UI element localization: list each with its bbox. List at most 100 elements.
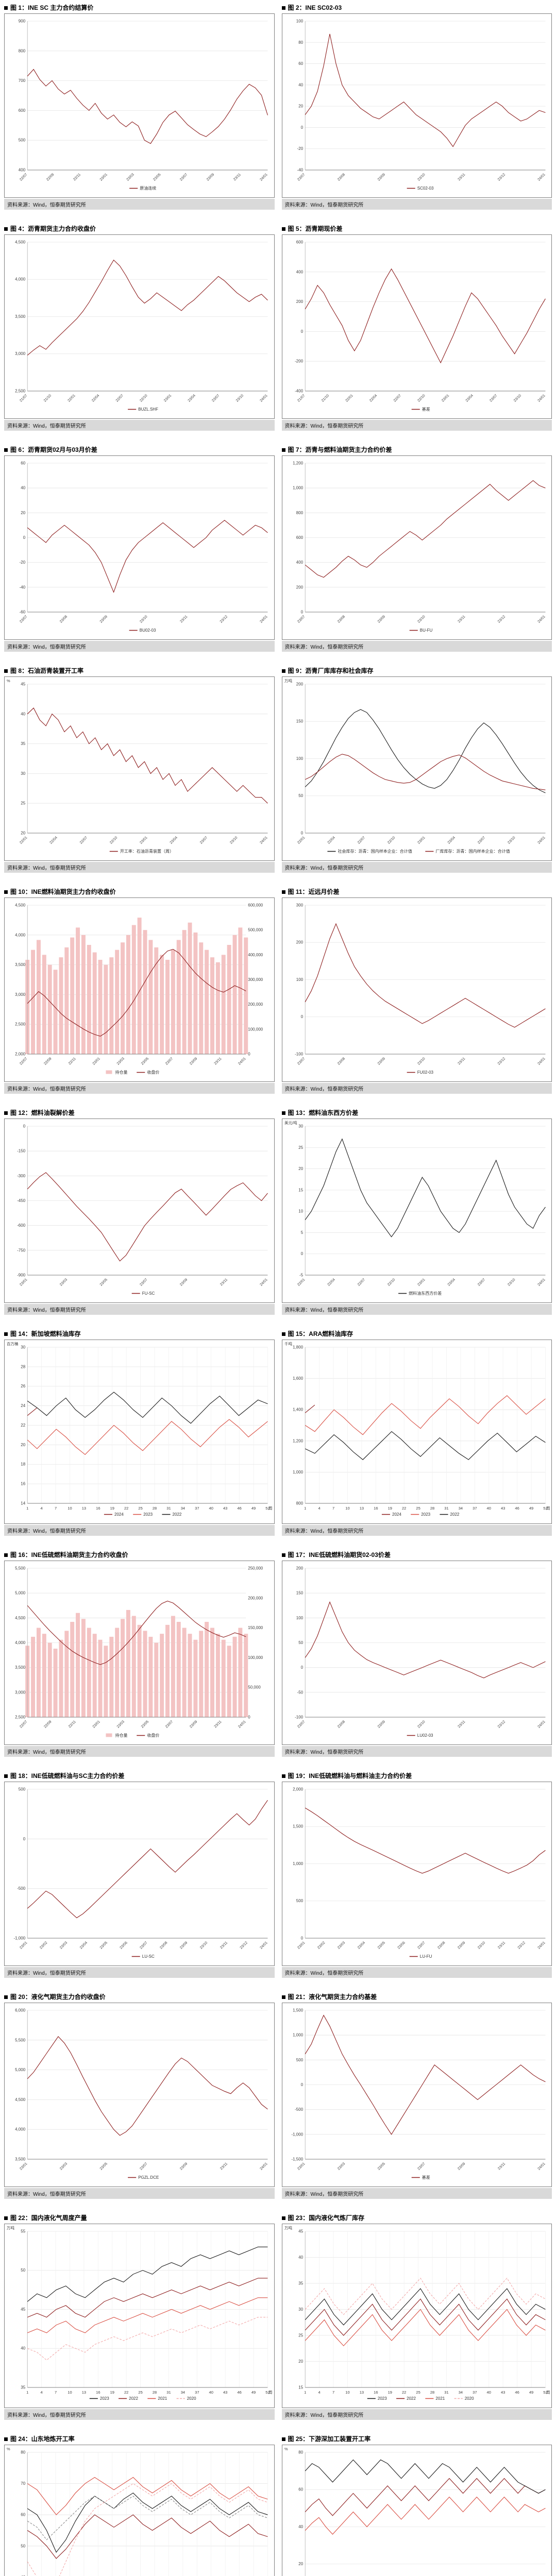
svg-text:30: 30 (21, 1345, 25, 1350)
svg-text:1,000: 1,000 (293, 1861, 304, 1866)
svg-text:23/10: 23/10 (513, 394, 521, 402)
chart-area: -40 -20 0 20 40 60 80 100 23/07 23/08 23/09 23/10 23… (281, 13, 552, 198)
svg-text:周: 周 (546, 2390, 550, 2395)
chart-row: 图 16：INE低硫燃料油期货主力合约收盘价 2,500 3,000 3,500 4,… (4, 1551, 552, 1757)
figure-title: 图 18：INE低硫燃料油与SC主力合约价差 (10, 1772, 125, 1780)
svg-text:16: 16 (21, 1482, 25, 1486)
chart-panel: 图 1：INE SC 主力合约结算价 400 500 600 700 800 900 22/… (4, 4, 275, 210)
svg-text:LU-SC: LU-SC (142, 1954, 155, 1959)
svg-text:燃料油东西方价差: 燃料油东西方价差 (409, 1291, 442, 1296)
svg-text:23/03: 23/03 (59, 2162, 68, 2171)
chart-canvas: -60 -40 -20 0 20 40 60 23/07 23/08 23/09 23/10 23/1… (19, 461, 268, 633)
svg-text:600,000: 600,000 (248, 903, 263, 908)
chart-panel: 图 23：国内液化气炼厂库存 15 20 25 30 35 40 45 1 4 7 10 13 16 19… (281, 2214, 552, 2420)
svg-text:-100: -100 (295, 1052, 304, 1057)
svg-text:200,000: 200,000 (248, 1002, 263, 1007)
svg-text:400: 400 (296, 269, 303, 274)
chart-area: 0 50 100 150 200 22/01 22/04 22/07 22/10 23/01 23/… (281, 676, 552, 861)
chart-canvas: 2,500 3,000 3,500 4,000 4,500 5,000 5,500 22/07… (15, 1566, 263, 1738)
title-bullet-icon (281, 1774, 285, 1778)
svg-text:200: 200 (296, 299, 303, 304)
svg-text:-40: -40 (297, 168, 303, 173)
svg-text:22/09: 22/09 (43, 1057, 52, 1065)
svg-text:23/12: 23/12 (240, 1941, 248, 1950)
svg-text:24/01: 24/01 (259, 836, 268, 844)
svg-text:37: 37 (473, 1506, 477, 1511)
svg-text:1,200: 1,200 (293, 461, 304, 466)
svg-text:0: 0 (23, 1837, 26, 1841)
svg-text:22/04: 22/04 (49, 836, 58, 844)
figure-title-row: 图 20：液化气期货主力合约收盘价 (4, 1993, 275, 2001)
svg-text:BU-FU: BU-FU (419, 628, 432, 633)
svg-text:23/03: 23/03 (336, 1941, 345, 1950)
chart-canvas: 02040608019/0920/0120/0520/0921/0121/052… (284, 2447, 546, 2576)
chart-panel: 图 14：新加坡燃料油库存 14 16 18 20 22 24 26 28 30 1 4 7 10 13 1… (4, 1330, 275, 1536)
svg-text:收盘价: 收盘价 (147, 1070, 159, 1075)
figure-title: 图 5：沥青期现价差 (288, 225, 343, 232)
svg-text:16: 16 (96, 2390, 100, 2395)
title-bullet-icon (4, 669, 8, 673)
svg-text:1,000: 1,000 (293, 1470, 304, 1475)
figure-title: 图 10：INE燃料油期货主力合约收盘价 (10, 888, 116, 895)
svg-text:23/09: 23/09 (457, 2162, 466, 2171)
svg-text:23/09: 23/09 (457, 1941, 466, 1950)
title-bullet-icon (4, 227, 8, 231)
svg-text:23/09: 23/09 (377, 173, 385, 181)
svg-text:0: 0 (300, 1936, 303, 1941)
chart-row: 图 6：沥青期货02月与03月价差 -60 -40 -20 0 20 40 60 23/07 2… (4, 446, 552, 652)
svg-text:1,000: 1,000 (293, 486, 304, 490)
svg-text:21/10: 21/10 (321, 394, 329, 402)
svg-text:400,000: 400,000 (248, 953, 263, 957)
svg-text:150: 150 (296, 1591, 303, 1596)
svg-text:14: 14 (21, 1501, 25, 1506)
svg-text:5,500: 5,500 (15, 2038, 26, 2042)
source-attribution: 资料来源：Wind，恒泰期货研究所 (4, 1746, 275, 1757)
source-attribution: 资料来源：Wind，恒泰期货研究所 (4, 1967, 275, 1978)
chart-panel: 图 17：INE低硫燃料油期货02-03价差 -100 -50 0 50 100 150 2… (281, 1551, 552, 1757)
svg-text:23/03: 23/03 (126, 173, 134, 181)
chart-canvas: 400 500 600 700 800 900 22/07 22/09 22/11 23/01 23… (19, 19, 268, 191)
svg-text:15: 15 (298, 2385, 303, 2390)
svg-text:23/08: 23/08 (336, 1057, 345, 1065)
source-attribution: 资料来源：Wind，恒泰期货研究所 (281, 420, 552, 431)
svg-text:23/04: 23/04 (170, 836, 178, 844)
svg-text:社会库存：沥青：国内样本企业：合计值: 社会库存：沥青：国内样本企业：合计值 (338, 849, 412, 854)
svg-text:13: 13 (82, 2390, 86, 2395)
svg-text:-1,500: -1,500 (291, 2157, 303, 2162)
svg-text:-150: -150 (17, 1149, 26, 1154)
svg-text:0: 0 (300, 125, 303, 130)
svg-text:22/07: 22/07 (357, 1278, 365, 1286)
svg-text:23/07: 23/07 (139, 1278, 148, 1286)
title-bullet-icon (281, 6, 285, 10)
svg-text:31: 31 (166, 1506, 171, 1511)
svg-text:23/05: 23/05 (377, 1941, 385, 1950)
chart-area: 20 25 30 35 40 45 22/01 22/04 22/07 22/10 23/01 23/… (4, 676, 275, 861)
svg-text:23/04: 23/04 (188, 394, 196, 402)
svg-text:2023: 2023 (421, 1512, 430, 1517)
svg-text:22: 22 (402, 2390, 406, 2395)
svg-text:30: 30 (298, 2307, 303, 2312)
svg-text:22/01: 22/01 (67, 394, 76, 402)
title-bullet-icon (281, 1332, 285, 1336)
svg-text:45: 45 (21, 682, 25, 687)
svg-text:52: 52 (265, 1506, 269, 1511)
svg-text:23/01: 23/01 (92, 1057, 101, 1065)
svg-text:0: 0 (23, 535, 26, 540)
chart-panel: 图 18：INE低硫燃料油与SC主力合约价差 -1,000 -500 0 500 23/… (4, 1772, 275, 1978)
svg-text:周: 周 (268, 2390, 273, 2395)
svg-text:4,000: 4,000 (15, 2127, 26, 2132)
svg-text:70: 70 (21, 2481, 25, 2486)
svg-text:10: 10 (298, 1209, 303, 1214)
svg-text:23/09: 23/09 (179, 1278, 188, 1286)
svg-text:22/11: 22/11 (68, 1720, 77, 1728)
svg-text:150,000: 150,000 (248, 1625, 263, 1630)
chart-panel: 图 20：液化气期货主力合约收盘价 3,500 4,000 4,500 5,000 5,… (4, 1993, 275, 2199)
source-attribution: 资料来源：Wind，恒泰期货研究所 (281, 2188, 552, 2199)
figure-title-row: 图 16：INE低硫燃料油期货主力合约收盘价 (4, 1551, 275, 1559)
svg-text:25: 25 (298, 1145, 303, 1150)
svg-text:1,400: 1,400 (293, 1408, 304, 1412)
svg-text:49: 49 (251, 2390, 256, 2395)
svg-text:100,000: 100,000 (248, 1027, 263, 1031)
svg-text:50: 50 (298, 793, 303, 798)
chart-area: -100 -50 0 50 100 150 200 23/07 23/08 23/09 23/10 2… (281, 1561, 552, 1745)
